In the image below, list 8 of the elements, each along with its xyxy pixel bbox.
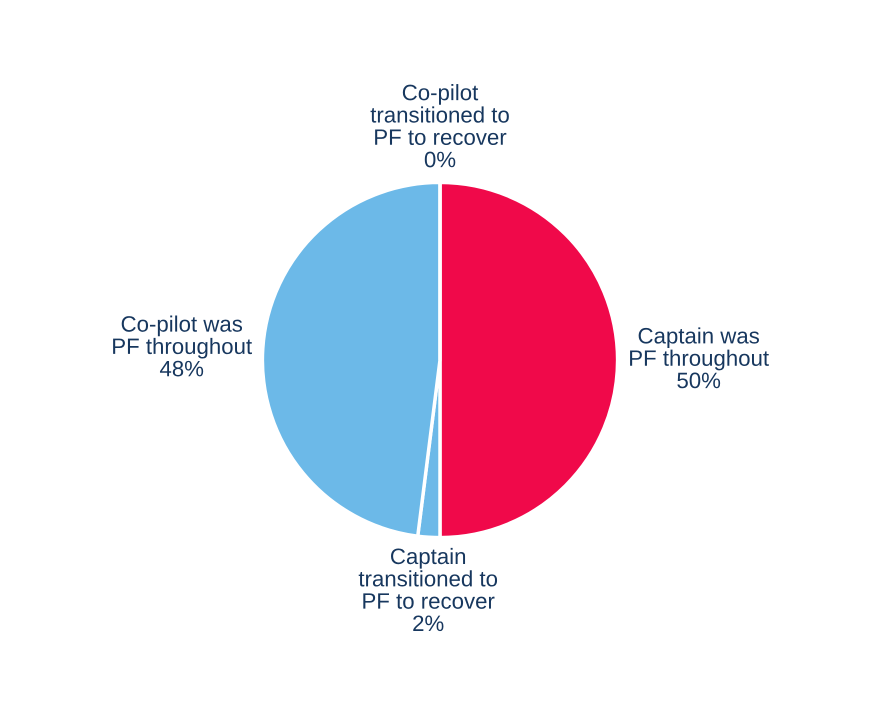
data-label: 2% [413, 615, 444, 632]
data-label: 48% [160, 360, 204, 376]
text: 0% [424, 152, 456, 168]
category-label: Co-pilot transitioned to PF to recover [370, 84, 509, 146]
data-label: 50% [677, 372, 720, 388]
slice-label: Captain was PF throughout [630, 327, 769, 370]
slice-label: Captain transitioned to PF to recover [358, 548, 498, 609]
slice-label: Co-pilot was PF throughout [113, 315, 252, 359]
